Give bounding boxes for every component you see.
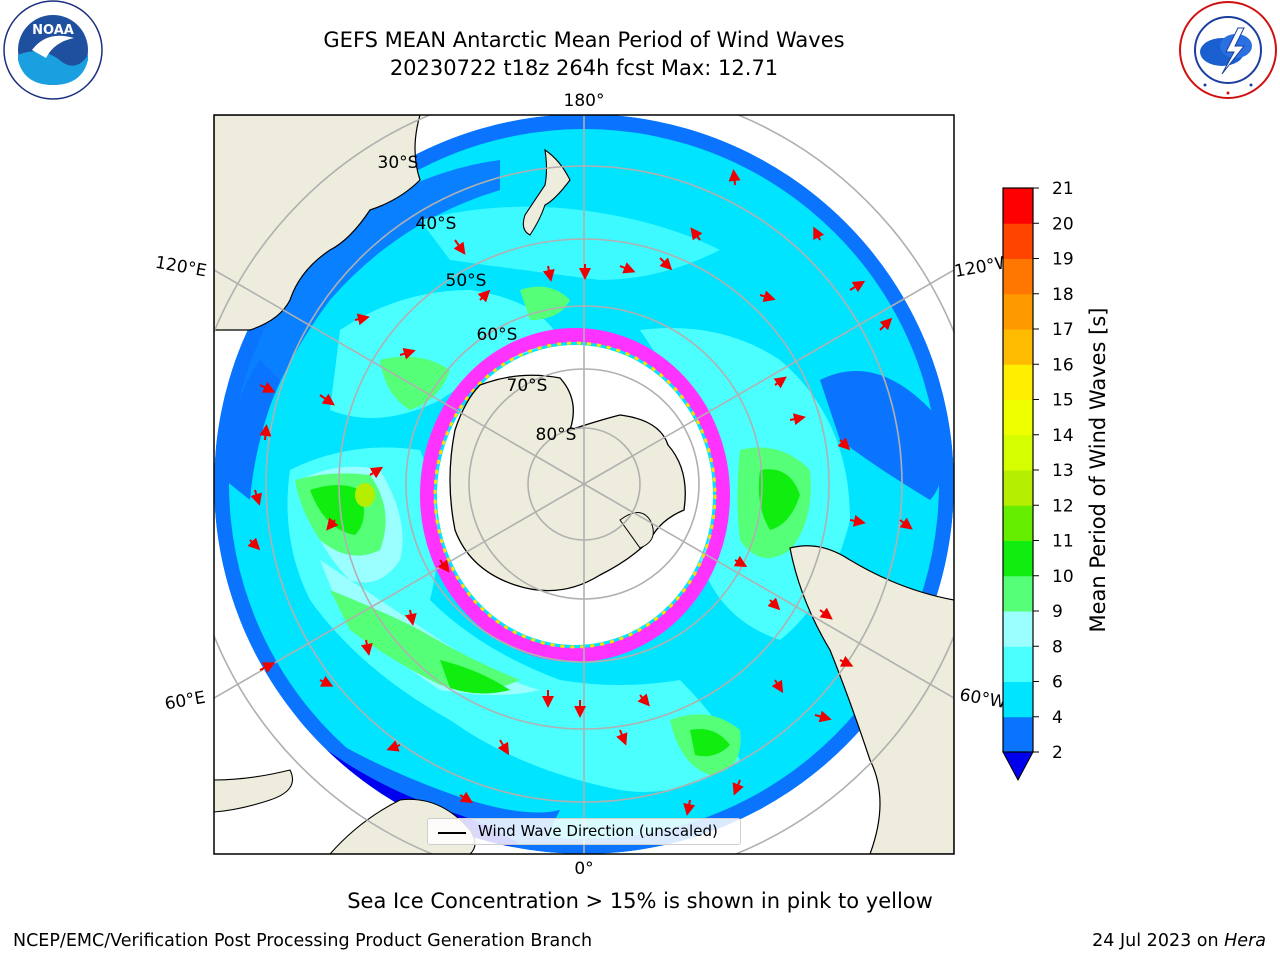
noaa-logo: NOAA — [3, 0, 103, 100]
colorbar-bin — [1003, 188, 1033, 224]
colorbar-tick-label: 15 — [1052, 391, 1074, 411]
lat-label-30s: 30°S — [378, 153, 419, 173]
colorbar-tick-label: 17 — [1052, 320, 1074, 340]
colorbar-bin — [1003, 364, 1033, 400]
lon-label-0: 0° — [574, 859, 593, 879]
map-legend: Wind Wave Direction (unscaled) — [427, 818, 741, 845]
map-frame — [213, 114, 955, 855]
colorbar-tick-label: 13 — [1052, 461, 1074, 481]
colorbar-under-triangle — [1002, 751, 1034, 782]
colorbar-tick-label: 6 — [1052, 673, 1063, 693]
colorbar-tick-label: 4 — [1052, 708, 1063, 728]
chart-subtitle: 20230722 t18z 264h fcst Max: 12.71 — [389, 56, 779, 80]
colorbar-label: Mean Period of Wind Waves [s] — [1086, 308, 1110, 633]
colorbar-bin — [1003, 611, 1033, 647]
graticule — [214, 115, 954, 854]
footer-credit: NCEP/EMC/Verification Post Processing Pr… — [13, 931, 593, 951]
colorbar-tick-label: 20 — [1052, 214, 1074, 234]
colorbar: 2 4 6 8 9 10 11 12 13 14 15 16 17 18 19 20 21 Mean Perio… — [1002, 179, 1110, 782]
wind-wave-arrows — [247, 169, 913, 816]
new-zealand-landmass — [522, 148, 571, 236]
colorbar-tick-label: 18 — [1052, 285, 1074, 305]
colorbar-bin — [1003, 399, 1033, 436]
sea-ice-note: Sea Ice Concentration > 15% is shown in … — [347, 889, 933, 913]
nws-logo — [1179, 1, 1277, 99]
colorbar-bin — [1003, 505, 1033, 541]
colorbar-bin — [1003, 646, 1033, 682]
colorbar-bin — [1003, 293, 1033, 330]
colorbar-bin — [1003, 434, 1033, 471]
legend-label: Wind Wave Direction (unscaled) — [478, 822, 718, 840]
colorbar-bin — [1003, 258, 1033, 295]
antarctica-landmass — [449, 374, 686, 592]
colorbar-tick-label: 2 — [1052, 743, 1063, 763]
colorbar-tick-label: 21 — [1052, 179, 1074, 199]
lon-label-180: 180° — [564, 91, 605, 111]
footer-date-text: 24 Jul 2023 on — [1092, 931, 1225, 951]
colorbar-bin — [1003, 540, 1033, 577]
colorbar-bin — [1003, 223, 1033, 259]
colorbar-bin — [1003, 329, 1033, 365]
lon-label-60e: 60°E — [163, 688, 207, 715]
lat-label-60s: 60°S — [477, 325, 518, 345]
lat-label-40s: 40°S — [416, 214, 457, 234]
colorbar-bin — [1003, 681, 1033, 718]
colorbar-tick-label: 12 — [1052, 496, 1074, 516]
lat-label-70s: 70°S — [507, 376, 548, 396]
colorbar-tick-label: 11 — [1052, 532, 1074, 552]
lat-label-80s: 80°S — [536, 425, 577, 445]
colorbar-tick-label: 9 — [1052, 602, 1063, 622]
colorbar-tick-label: 19 — [1052, 250, 1074, 270]
footer-host: Hera — [1224, 931, 1266, 951]
south-america-landmass — [789, 545, 954, 854]
lon-label-120e: 120°E — [154, 253, 208, 282]
legend-line-swatch — [438, 832, 466, 834]
colorbar-bin — [1003, 716, 1033, 753]
chart-title: GEFS MEAN Antarctic Mean Period of Wind … — [323, 28, 845, 52]
australia-landmass — [214, 115, 421, 331]
colorbar-tick-label: 16 — [1052, 355, 1074, 375]
noaa-logo-text: NOAA — [32, 23, 74, 38]
colorbar-bin — [1003, 575, 1033, 612]
lat-label-50s: 50°S — [446, 271, 487, 291]
wave-period-field — [214, 115, 954, 854]
footer-date: 24 Jul 2023 on Hera — [1092, 931, 1266, 951]
map-plot-area — [214, 115, 954, 854]
colorbar-tick-label: 14 — [1052, 426, 1074, 446]
colorbar-bin — [1003, 470, 1033, 506]
africa-landmass — [214, 769, 294, 813]
lon-label-60w: 60°W — [958, 685, 1008, 713]
colorbar-tick-label: 10 — [1052, 567, 1074, 587]
colorbar-tick-label: 8 — [1052, 637, 1063, 657]
